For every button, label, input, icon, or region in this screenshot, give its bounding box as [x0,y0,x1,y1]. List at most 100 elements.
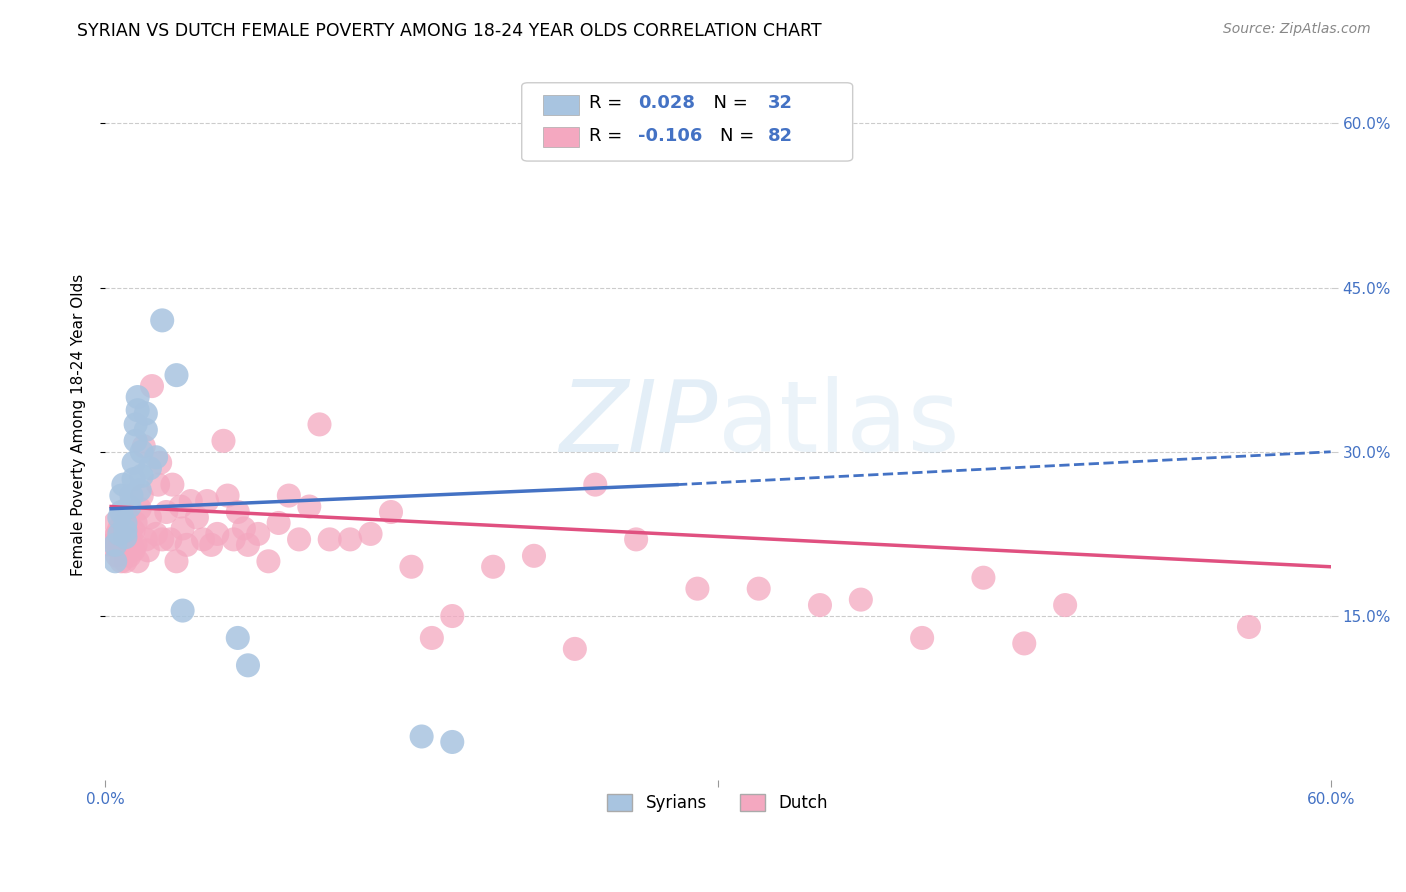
Point [108,510,131,524]
Point [124,516,146,530]
Point [808,598,831,612]
Point [146,477,169,491]
Point [122,524,145,538]
Text: ZIP: ZIP [560,376,718,473]
Point [121,538,143,552]
Point [155,505,177,519]
Point [911,631,934,645]
Text: R =: R = [589,128,628,145]
Point [114,516,136,530]
Point [166,368,188,383]
Point [121,489,143,503]
Point [127,403,149,417]
Point [277,489,299,503]
Point [117,534,139,549]
Point [1012,636,1035,650]
Point [139,510,162,524]
Point [172,521,194,535]
Point [104,554,127,568]
Point [411,730,433,744]
Point [110,505,132,519]
Point [104,538,127,552]
Point [247,527,270,541]
Point [162,477,184,491]
Point [145,450,167,465]
Point [624,533,647,547]
Point [226,631,249,645]
Point [131,489,153,503]
Point [141,379,163,393]
Point [972,571,994,585]
Point [236,658,259,673]
Point [127,390,149,404]
Point [176,538,198,552]
Point [159,533,181,547]
Point [139,461,162,475]
Point [420,631,443,645]
Text: SYRIAN VS DUTCH FEMALE POVERTY AMONG 18-24 YEAR OLDS CORRELATION CHART: SYRIAN VS DUTCH FEMALE POVERTY AMONG 18-… [77,22,823,40]
Point [200,538,222,552]
Point [318,533,340,547]
Point [523,549,546,563]
Point [564,641,586,656]
Point [380,505,402,519]
Point [583,477,606,491]
Point [128,501,150,516]
Point [114,554,136,568]
Point [118,527,141,541]
Point [124,434,146,448]
Point [101,533,124,547]
Point [110,489,132,503]
Point [114,524,136,538]
Point [108,527,131,541]
Point [222,533,245,547]
Point [112,543,135,558]
Text: Source: ZipAtlas.com: Source: ZipAtlas.com [1223,22,1371,37]
Point [100,538,122,552]
Point [360,527,382,541]
Point [686,582,709,596]
Point [186,510,208,524]
Point [172,603,194,617]
Y-axis label: Female Poverty Among 18-24 Year Olds: Female Poverty Among 18-24 Year Olds [72,273,86,575]
Point [441,609,464,624]
Point [127,554,149,568]
Point [135,423,157,437]
Point [212,434,235,448]
Point [180,494,202,508]
Point [298,500,321,514]
Text: 32: 32 [768,95,793,112]
Text: R =: R = [589,95,628,112]
Point [135,407,157,421]
Point [145,527,167,541]
Point [226,505,249,519]
Point [1054,598,1077,612]
Point [118,549,141,563]
Text: -0.106: -0.106 [638,128,703,145]
Point [104,516,127,530]
Point [131,444,153,458]
Point [122,472,145,486]
Point [1237,620,1260,634]
Point [748,582,770,596]
Point [149,456,172,470]
Point [849,592,872,607]
Point [112,477,135,491]
Point [131,468,153,483]
Point [114,538,136,552]
Point [232,521,254,535]
Point [401,559,423,574]
Point [169,500,191,514]
Point [195,494,218,508]
Point [136,543,159,558]
Point [132,439,155,453]
Point [135,533,157,547]
Point [108,538,131,552]
Point [441,735,464,749]
Point [124,417,146,432]
FancyBboxPatch shape [522,83,852,161]
Point [122,456,145,470]
Point [257,554,280,568]
Legend: Syrians, Dutch: Syrians, Dutch [595,780,842,825]
Point [110,534,132,549]
